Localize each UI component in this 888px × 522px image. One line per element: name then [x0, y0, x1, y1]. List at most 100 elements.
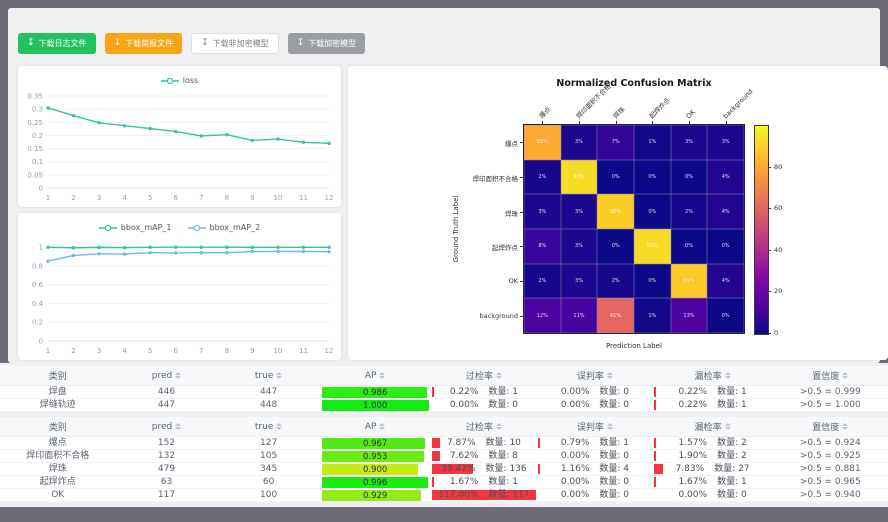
cm-cell-value: 13%	[683, 312, 695, 319]
map-chart-card: bbox_mAP_1 bbox_mAP_2 0 0.2 0.4 0.6 0.8 1 1 2 3 4 5…	[18, 213, 341, 360]
legend-line-icon	[98, 224, 117, 231]
pct-value: 1.90%	[678, 451, 708, 461]
map-chart-legend: bbox_mAP_1 bbox_mAP_2	[18, 213, 341, 235]
button-download-encrypted-model[interactable]: ↧ 下载加密模型	[287, 33, 366, 54]
count-value: 数量: 4	[599, 464, 630, 474]
button-download-brief-file[interactable]: ↧ 下载简报文件	[104, 33, 183, 54]
svg-text:9: 9	[250, 347, 254, 355]
button-download-log-file[interactable]: ↧ 下载日志文件	[18, 33, 96, 54]
cm-cell-value: 0%	[648, 277, 657, 284]
pct-value: 1.67%	[449, 477, 479, 487]
pct-red-bar	[538, 464, 541, 474]
ap-cell: 1.000	[319, 398, 431, 412]
sort-caret-icon[interactable]	[276, 422, 283, 431]
pct-text: 0.00% 数量: 0	[538, 399, 651, 411]
svg-text:0.4: 0.4	[32, 300, 44, 308]
cm-cell: 2%	[670, 194, 708, 229]
overdetect-cell: 1.67% 数量: 1	[430, 475, 538, 489]
sort-caret-icon[interactable]	[175, 422, 182, 431]
ap-bar-wrap: 0.900	[321, 463, 429, 475]
cm-cell-value: 3%	[575, 277, 583, 284]
col-header-置信度[interactable]: 置信度	[772, 417, 888, 437]
ap-bar-wrap: 0.986	[321, 386, 429, 398]
overdetect-cell: 0.22% 数量: 1	[430, 385, 538, 399]
ap-value: 0.986	[362, 387, 388, 398]
pred-cell: 63	[115, 475, 218, 489]
pct-text: 0.00% 数量: 0	[538, 450, 651, 462]
table-row: 焊缝轨迹 447 448 1.000 0.00% 数量: 0 0.00% 数量: 0 0.22%…	[0, 398, 888, 412]
col-header-AP[interactable]: AP	[319, 417, 431, 437]
sort-caret-icon[interactable]	[276, 371, 283, 380]
col-header-true[interactable]: true	[217, 366, 320, 386]
svg-text:1: 1	[39, 244, 43, 252]
col-header-漏检率[interactable]: 漏检率	[652, 366, 773, 386]
pct-bar-wrap: 0.00% 数量: 0	[538, 489, 651, 501]
pct-text: 0.22% 数量: 1	[654, 399, 772, 411]
col-header-true[interactable]: true	[217, 417, 320, 437]
legend-item-loss[interactable]: loss	[160, 76, 198, 85]
legend-label: bbox_mAP_1	[120, 223, 172, 232]
sort-caret-icon[interactable]	[379, 422, 386, 431]
sort-caret-icon[interactable]	[724, 422, 731, 431]
svg-text:0.2: 0.2	[32, 132, 43, 140]
col-header-误判率[interactable]: 误判率	[537, 366, 653, 386]
svg-text:10: 10	[273, 347, 282, 355]
col-header-置信度[interactable]: 置信度	[772, 366, 888, 386]
count-value: 数量: 2	[717, 438, 747, 448]
pct-bar-wrap: 0.22% 数量: 1	[431, 386, 537, 398]
cm-col-label: 起焊炸点	[647, 96, 673, 121]
ap-bar-wrap: 0.996	[321, 476, 429, 488]
pct-red-bar	[653, 400, 656, 410]
pct-bar-wrap: 7.83% 数量: 27	[653, 463, 772, 475]
sort-caret-icon[interactable]	[606, 371, 613, 380]
colorbar-tick-label: 20	[774, 287, 783, 296]
col-header-label: true	[254, 421, 274, 432]
col-header-pred[interactable]: pred	[115, 417, 218, 437]
sort-caret-icon[interactable]	[175, 371, 182, 380]
cm-cell-value: 3%	[685, 139, 693, 146]
col-header-label: true	[254, 370, 274, 381]
sort-caret-icon[interactable]	[606, 422, 613, 431]
pct-value: 1.57%	[678, 438, 708, 448]
sort-caret-icon[interactable]	[724, 371, 731, 380]
pred-cell: 446	[115, 385, 218, 399]
pct-text: 1.67% 数量: 1	[654, 476, 772, 488]
misjudge-cell: 0.79% 数量: 1	[537, 436, 653, 450]
col-header-pred[interactable]: pred	[115, 366, 218, 386]
confidence-cell: >0.5 = 0.999	[772, 385, 888, 399]
legend-item-bbox_mAP_2[interactable]: bbox_mAP_2	[187, 223, 261, 232]
true-cell: 105	[217, 449, 320, 463]
sort-caret-icon[interactable]	[495, 371, 502, 380]
ap-value: 0.967	[362, 438, 388, 449]
pct-text: 1.57% 数量: 2	[654, 437, 772, 449]
count-value: 数量: 0	[599, 490, 630, 500]
sort-caret-icon[interactable]	[495, 422, 502, 431]
col-header-误判率[interactable]: 误判率	[537, 417, 653, 437]
col-header-过检率[interactable]: 过检率	[430, 417, 538, 437]
col-header-AP[interactable]: AP	[319, 366, 431, 386]
pct-value: 7.83%	[675, 464, 705, 474]
cm-cell: 0%	[670, 229, 708, 264]
pct-value: 0.22%	[449, 387, 479, 397]
legend-label: bbox_mAP_2	[209, 223, 261, 232]
cm-cell-value: 93%	[573, 173, 585, 180]
button-label: 下载简报文件	[125, 39, 174, 48]
cm-cell: 11%	[560, 298, 598, 333]
table-row: 焊印面积不合格 132 105 0.953 7.62% 数量: 8 0.00% 数量: 0 1.…	[0, 449, 888, 463]
sort-caret-icon[interactable]	[842, 371, 849, 380]
class-name-cell: 焊珠	[0, 462, 116, 476]
true-cell: 447	[217, 385, 320, 399]
cm-cell-value: 2%	[538, 277, 547, 284]
ap-cell: 0.996	[319, 475, 431, 489]
legend-item-bbox_mAP_1[interactable]: bbox_mAP_1	[98, 223, 172, 232]
svg-text:1: 1	[46, 194, 50, 202]
col-header-过检率[interactable]: 过检率	[430, 366, 538, 386]
sort-caret-icon[interactable]	[379, 371, 386, 380]
confidence-cell: >0.5 = 0.940	[772, 488, 888, 502]
overdetect-cell: 39.42% 数量: 136	[430, 462, 538, 476]
col-header-漏检率[interactable]: 漏检率	[652, 417, 773, 437]
sort-caret-icon[interactable]	[842, 422, 849, 431]
missdetect-cell: 0.22% 数量: 1	[652, 398, 773, 412]
button-download-plain-model[interactable]: ↧ 下载非加密模型	[191, 33, 279, 54]
pct-value: 0.22%	[678, 387, 708, 397]
